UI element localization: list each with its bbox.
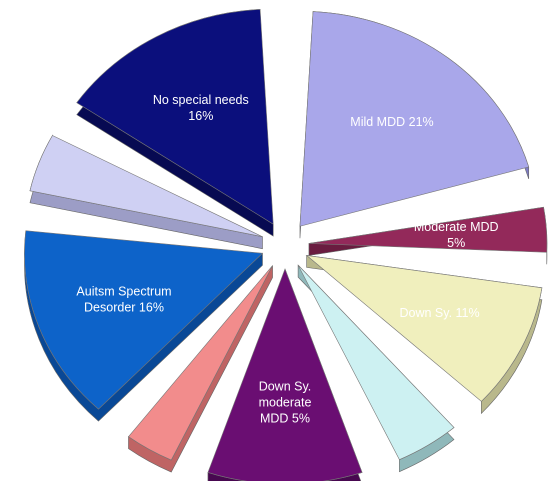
- pie-slice-6: [24, 230, 264, 410]
- pie-slice-label-0: Mild MDD 21%: [350, 115, 433, 129]
- pie-slice-4: [207, 268, 363, 481]
- pie-slice-8: [76, 9, 274, 225]
- pie-slice-label-4: Down Sy. moderate MDD 5%: [259, 379, 312, 425]
- pie-slice-0: [299, 11, 530, 227]
- pie-slice-5: [128, 265, 273, 461]
- pie-slice-3: [297, 264, 455, 461]
- pie-labels: Mild MDD 21% Moderate MDD 5% Down Sy. 11% Do…: [76, 93, 498, 425]
- pie-slice-1: [308, 206, 548, 253]
- pie-slice-7: [29, 135, 263, 238]
- pie-slice-label-2: Down Sy. 11%: [399, 306, 479, 320]
- pie-slice-2: [305, 254, 543, 402]
- pie-slices: [24, 9, 548, 481]
- pie-slice-label-8: No special needs 16%: [153, 93, 249, 123]
- pie-slice-label-1: Moderate MDD 5%: [414, 220, 499, 250]
- pie-slice-label-6: Auitsm Spectrum Desorder 16%: [76, 284, 171, 314]
